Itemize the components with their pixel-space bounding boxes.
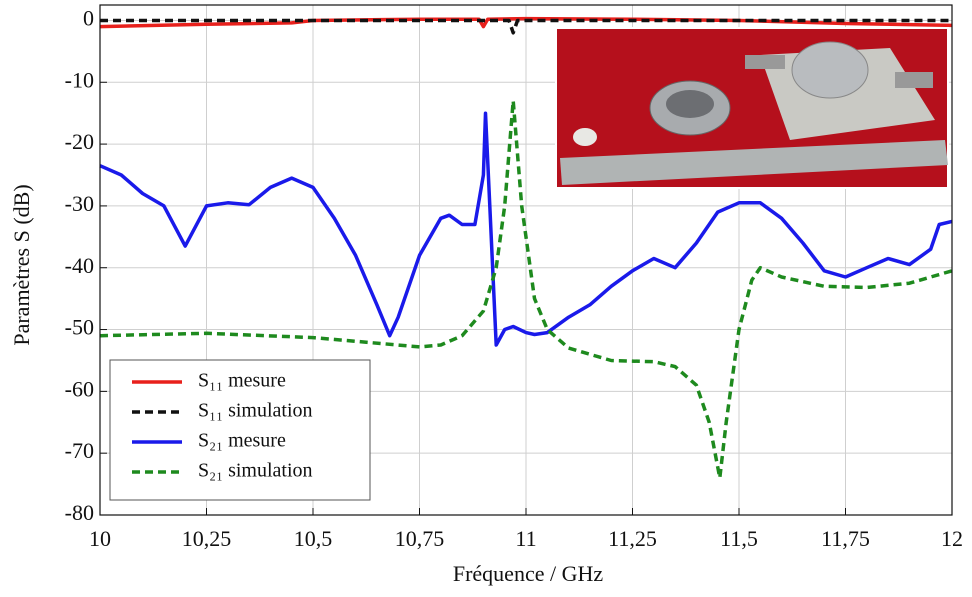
- plot-frame: [99, 4, 953, 516]
- x-tick-label: 10,75: [395, 526, 445, 551]
- legend-label: S₂₁ simulation: [198, 460, 313, 482]
- series-line: [100, 18, 952, 35]
- photo-inset: [555, 27, 949, 189]
- x-axis-label: Fréquence / GHz: [453, 561, 604, 586]
- x-tick-label: 10: [89, 526, 111, 551]
- y-axis-label: Paramètres S (dB): [9, 184, 34, 345]
- x-tick-label: 11,25: [608, 526, 657, 551]
- y-tick-label: -60: [65, 376, 94, 401]
- y-tick-label: -10: [65, 67, 94, 92]
- y-tick-label: -20: [65, 129, 94, 154]
- y-tick-label: -80: [65, 500, 94, 525]
- legend-label: S₁₁ mesure: [198, 370, 286, 392]
- y-tick-label: -30: [65, 191, 94, 216]
- y-tick-label: -70: [65, 438, 94, 463]
- x-tick-label: 10,25: [182, 526, 232, 551]
- x-tick-label: 10,5: [294, 526, 333, 551]
- x-tick-label: 11,75: [821, 526, 870, 551]
- y-tick-label: 0: [83, 6, 94, 31]
- x-tick-label: 11,5: [720, 526, 758, 551]
- x-tick-label: 11: [515, 526, 536, 551]
- series-line: [99, 99, 953, 480]
- legend-label: S₁₁ simulation: [198, 400, 313, 422]
- y-tick-label: -40: [65, 253, 94, 278]
- x-tick-label: 12: [941, 526, 963, 551]
- y-tick-label: -50: [65, 315, 94, 340]
- legend-label: S₂₁ mesure: [198, 430, 286, 452]
- series-line: [99, 111, 953, 347]
